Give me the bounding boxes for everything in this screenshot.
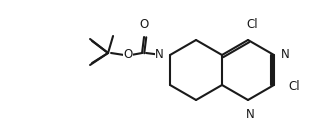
- Text: Cl: Cl: [288, 80, 300, 94]
- Text: N: N: [281, 47, 290, 60]
- Text: N: N: [155, 48, 164, 62]
- Text: Cl: Cl: [246, 18, 258, 31]
- Text: O: O: [140, 18, 149, 31]
- Text: O: O: [124, 48, 133, 62]
- Text: N: N: [245, 108, 254, 121]
